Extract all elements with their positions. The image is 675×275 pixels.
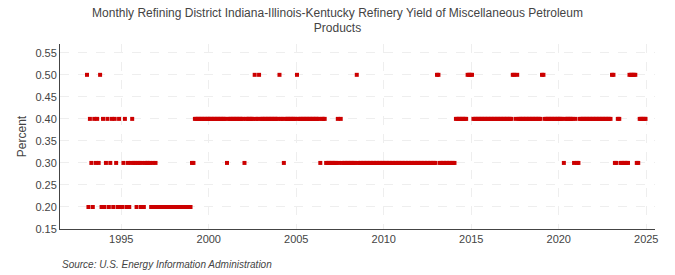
svg-text:2000: 2000	[197, 233, 221, 245]
svg-text:Percent: Percent	[15, 115, 29, 157]
svg-text:0.50: 0.50	[35, 69, 56, 81]
svg-text:Source: U.S. Energy Informatio: Source: U.S. Energy Information Administ…	[62, 259, 272, 270]
svg-text:0.25: 0.25	[35, 179, 56, 191]
svg-text:0.20: 0.20	[35, 201, 56, 213]
svg-text:0.55: 0.55	[35, 47, 56, 59]
svg-text:0.45: 0.45	[35, 91, 56, 103]
svg-text:0.30: 0.30	[35, 157, 56, 169]
svg-text:1995: 1995	[109, 233, 133, 245]
svg-text:2015: 2015	[459, 233, 483, 245]
svg-text:0.35: 0.35	[35, 135, 56, 147]
svg-text:0.15: 0.15	[35, 223, 56, 235]
svg-text:2025: 2025	[634, 233, 658, 245]
svg-text:2020: 2020	[547, 233, 571, 245]
svg-text:0.40: 0.40	[35, 113, 56, 125]
svg-text:2005: 2005	[284, 233, 308, 245]
svg-text:2010: 2010	[372, 233, 396, 245]
svg-text:Monthly Refining District Indi: Monthly Refining District Indiana-Illino…	[92, 6, 583, 36]
